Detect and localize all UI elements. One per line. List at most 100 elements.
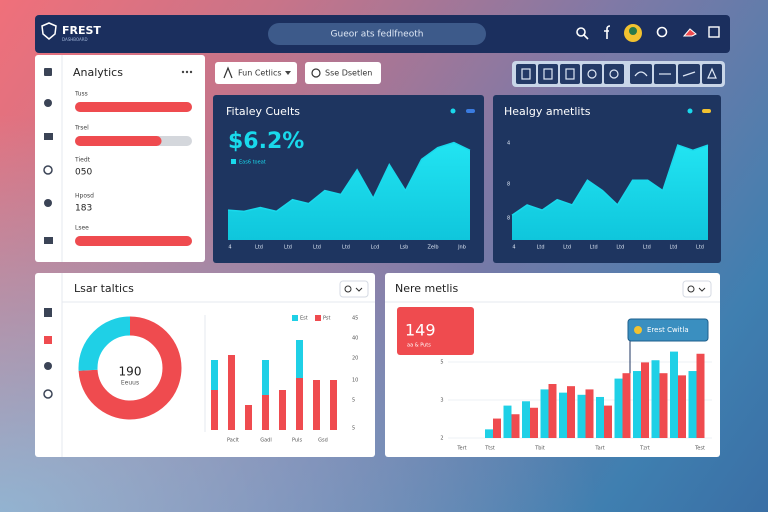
- area: [512, 145, 708, 240]
- item-value: 183: [75, 204, 92, 214]
- bar: [678, 375, 686, 438]
- x-label: Tart: [594, 446, 604, 452]
- y-label: 4: [507, 141, 510, 147]
- nav-icon[interactable]: [44, 68, 52, 76]
- bar: [688, 371, 697, 438]
- dropdown-caret: [285, 71, 291, 75]
- tool-button[interactable]: [604, 64, 624, 84]
- nav-icon[interactable]: [43, 389, 53, 399]
- card-title: Nere metlis: [395, 282, 458, 295]
- nav-icon[interactable]: [43, 165, 53, 175]
- x-label: Tzrt: [639, 446, 650, 452]
- x-label: Test: [694, 446, 705, 452]
- bar-segment: [211, 360, 218, 390]
- search-icon-handle: [583, 34, 589, 40]
- glyph: [587, 69, 597, 79]
- dropdown-icon: [344, 285, 352, 293]
- bar-segment: [296, 378, 303, 430]
- glyph: [707, 67, 717, 79]
- donut-segment: [78, 316, 182, 420]
- legend-dot: [687, 108, 693, 114]
- y-label: 5: [352, 426, 355, 432]
- y-label: 40: [352, 336, 358, 342]
- nav-icon[interactable]: [44, 336, 52, 344]
- bar: [614, 378, 623, 438]
- legend-square: [231, 159, 236, 164]
- tool-button[interactable]: [702, 64, 722, 84]
- nav-icon[interactable]: [44, 133, 53, 140]
- x-label: Ltd: [696, 245, 704, 251]
- notification-icon[interactable]: [656, 26, 668, 38]
- toolbar-icons: [516, 64, 722, 84]
- glyph: [609, 69, 619, 79]
- y-label: 3: [440, 398, 443, 404]
- bar-segment: [211, 390, 218, 430]
- big-value: $6.2%: [228, 129, 304, 154]
- bar: [530, 407, 538, 438]
- filter-button[interactable]: [215, 62, 297, 84]
- area: [228, 142, 470, 240]
- item-label: Tuss: [74, 91, 88, 98]
- search-box[interactable]: [268, 23, 486, 45]
- x-label: Jnb: [457, 245, 466, 251]
- card-title: Analytics: [73, 66, 123, 79]
- card-title: Healgy ametlits: [504, 105, 591, 118]
- x-label: Tert: [456, 446, 466, 452]
- exit-icon[interactable]: [708, 26, 720, 38]
- x-label: 4: [512, 245, 515, 251]
- x-label: Lsb: [400, 245, 409, 251]
- logo-text: FREST: [62, 24, 101, 37]
- legend-label: Est: [300, 316, 308, 322]
- tool-button[interactable]: [630, 64, 652, 84]
- donut-value: 190: [119, 365, 142, 379]
- bar: [659, 373, 668, 438]
- item-label: Hposd: [75, 193, 94, 200]
- donut-label: Eeuus: [121, 380, 139, 387]
- tool-button[interactable]: [560, 64, 580, 84]
- bar: [493, 418, 501, 438]
- glyph: [543, 68, 553, 80]
- card-dropdown[interactable]: [682, 280, 712, 298]
- social-icon[interactable]: [604, 25, 611, 39]
- tool-button[interactable]: [582, 64, 602, 84]
- x-label: 4: [228, 245, 231, 251]
- nav-icon[interactable]: [44, 237, 53, 244]
- sidebar-icons: [43, 308, 53, 399]
- bar: [567, 386, 575, 438]
- nav-icon[interactable]: [44, 308, 52, 317]
- message-icon[interactable]: [682, 28, 697, 37]
- tool-button[interactable]: [538, 64, 558, 84]
- legend-label: Pst: [323, 316, 331, 322]
- glyph: [634, 71, 648, 77]
- bar-segment: [296, 340, 303, 378]
- card-dropdown[interactable]: [339, 280, 369, 298]
- y-label: 8: [507, 216, 510, 222]
- menu-dot[interactable]: [181, 70, 185, 74]
- bar: [641, 362, 649, 438]
- y-label: 10: [352, 378, 358, 384]
- bar-segment: [330, 380, 337, 430]
- nav-icon[interactable]: [44, 199, 52, 207]
- bar: [651, 360, 660, 438]
- glyph: [565, 68, 575, 80]
- bar: [485, 429, 493, 438]
- card-title: Lsar taltics: [74, 282, 134, 295]
- item-value: 050: [75, 168, 92, 178]
- nav-icon[interactable]: [44, 99, 52, 107]
- bar: [503, 405, 512, 438]
- bar: [622, 373, 631, 438]
- nav-icon[interactable]: [44, 362, 52, 370]
- search-button[interactable]: [305, 62, 381, 84]
- menu-dot: [189, 70, 193, 74]
- bar: [511, 414, 520, 438]
- tooltip-label: Erest Cwitla: [647, 326, 689, 334]
- x-label: Lcd: [371, 245, 380, 251]
- search-icon[interactable]: [576, 27, 586, 37]
- legend-dot: [450, 108, 456, 114]
- avatar-face: [629, 27, 637, 35]
- bar: [585, 389, 594, 438]
- bar-segment: [313, 380, 320, 430]
- x-label: Ltd: [537, 245, 545, 251]
- tool-button[interactable]: [516, 64, 536, 84]
- search-button-icon: [311, 68, 321, 78]
